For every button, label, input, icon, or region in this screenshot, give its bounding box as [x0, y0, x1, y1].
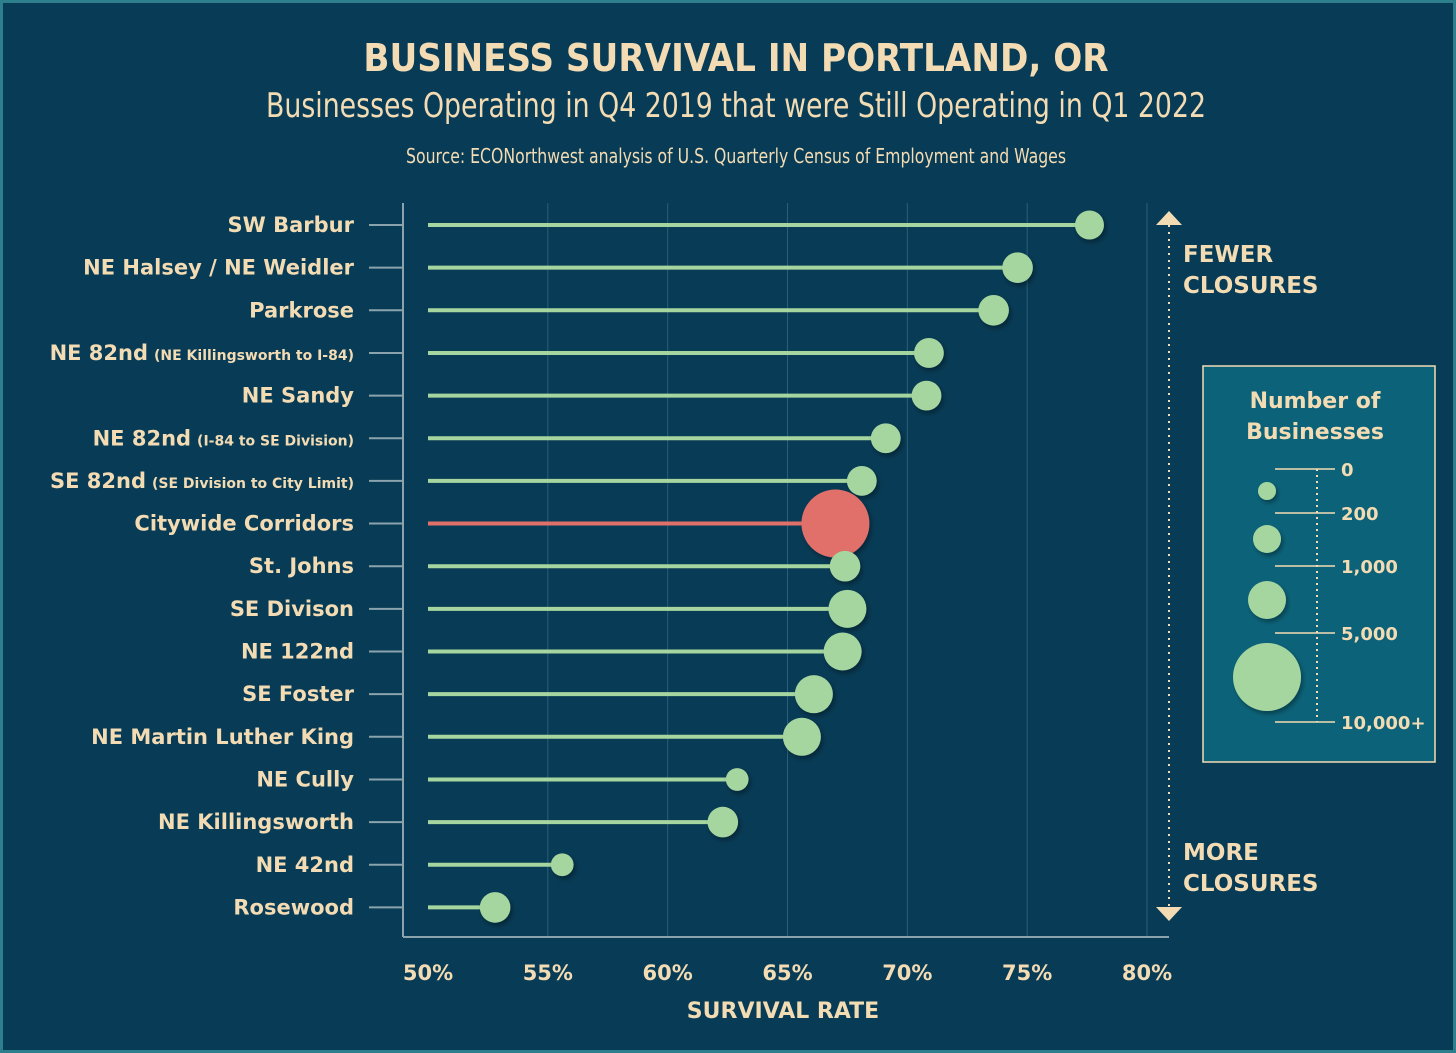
legend-tick-label: 1,000 — [1341, 557, 1398, 578]
arrow-down-icon — [1156, 907, 1182, 921]
row-label: NE Cully — [256, 767, 354, 791]
lollipop-dot — [846, 466, 877, 496]
row-label: NE Martin Luther King — [91, 725, 354, 749]
lollipop-dot — [479, 892, 511, 923]
x-tick-label: 50% — [403, 961, 453, 985]
arrow-up-icon — [1156, 211, 1182, 225]
row: NE Sandy — [242, 380, 942, 411]
legend-tick-label: 5,000 — [1341, 624, 1398, 645]
row-label: SW Barbur — [228, 213, 355, 237]
row: SW Barbur — [228, 210, 1104, 240]
more-closures-line2: CLOSURES — [1183, 871, 1319, 897]
legend-title-line1: Number of — [1250, 389, 1381, 414]
row-label: NE Halsey / NE Weidler — [83, 256, 354, 280]
lollipop-dot — [823, 632, 862, 671]
row-label: SE Divison — [230, 597, 354, 621]
fewer-closures-line1: FEWER — [1183, 242, 1274, 268]
lollipop-chart: BUSINESS SURVIVAL IN PORTLAND, OR Busine… — [50, 36, 1436, 1024]
row-label: SE Foster — [242, 682, 354, 706]
lollipop-dot — [911, 380, 942, 411]
row-label: SE 82nd (SE Division to City Limit) — [50, 469, 354, 493]
legend-size-circle — [1253, 525, 1281, 553]
x-tick-label: 70% — [882, 961, 932, 985]
row-label: NE 122nd — [241, 640, 354, 664]
row-label: NE Killingsworth — [158, 810, 354, 834]
lollipop-dot — [914, 338, 944, 368]
row: NE 82nd (NE Killingsworth to I-84) — [50, 338, 944, 368]
x-tick-label: 55% — [523, 961, 573, 985]
lollipop-dot — [725, 768, 749, 791]
lollipop-dot — [707, 806, 739, 838]
row: Rosewood — [233, 892, 511, 923]
lollipop-dot — [829, 550, 861, 582]
row: NE 82nd (I-84 to SE Division) — [93, 423, 901, 454]
lollipop-dot — [828, 589, 867, 628]
lollipop-dot — [550, 853, 574, 877]
row: SE Divison — [230, 589, 867, 628]
row: Parkrose — [249, 295, 1009, 326]
row-label: NE 82nd (I-84 to SE Division) — [93, 426, 354, 450]
legend-tick-label: 10,000+ — [1341, 713, 1426, 734]
row-label: Parkrose — [249, 298, 354, 322]
lollipop-dot — [1074, 210, 1104, 240]
lollipop-dot — [870, 423, 901, 454]
row: SE Foster — [242, 675, 833, 714]
chart-subtitle: Businesses Operating in Q4 2019 that wer… — [266, 86, 1206, 126]
row: NE Martin Luther King — [91, 717, 821, 756]
legend-size-circle — [1258, 482, 1276, 500]
x-tick-label: 80% — [1122, 961, 1172, 985]
row-label: NE 82nd (NE Killingsworth to I-84) — [50, 341, 354, 365]
x-axis-ticks: 50% 55% 60% 65% 70% 75% 80% — [403, 961, 1172, 985]
x-axis-label: SURVIVAL RATE — [687, 999, 879, 1024]
x-tick-label: 75% — [1002, 961, 1052, 985]
closure-arrow — [1156, 211, 1182, 921]
row: NE Killingsworth — [158, 806, 739, 838]
fewer-closures-line2: CLOSURES — [1183, 273, 1319, 299]
legend-tick-label: 200 — [1341, 504, 1379, 525]
row: St. Johns — [249, 550, 861, 582]
row-label: Citywide Corridors — [134, 512, 354, 536]
row: NE 122nd — [241, 632, 862, 671]
row: SE 82nd (SE Division to City Limit) — [50, 466, 877, 496]
row: NE Cully — [256, 767, 749, 791]
x-tick-label: 60% — [643, 961, 693, 985]
chart-source: Source: ECONorthwest analysis of U.S. Qu… — [406, 144, 1066, 168]
lollipop-dot — [794, 675, 833, 714]
chart-title: BUSINESS SURVIVAL IN PORTLAND, OR — [363, 36, 1108, 80]
row-label-note: (I-84 to SE Division) — [197, 433, 354, 449]
legend-items: 0 200 1,000 5,000 10,000+ — [1233, 460, 1426, 734]
row: Citywide Corridors — [134, 489, 870, 558]
legend-size-circle — [1233, 643, 1301, 711]
lollipop-dot — [782, 717, 821, 756]
lollipop-dot — [978, 295, 1009, 326]
row-label: NE 42nd — [256, 853, 354, 877]
row-label-note: (SE Division to City Limit) — [152, 476, 354, 492]
row: NE Halsey / NE Weidler — [83, 252, 1033, 283]
row-label: Rosewood — [233, 895, 354, 919]
more-closures-line1: MORE — [1183, 840, 1259, 866]
gridlines — [547, 203, 1148, 937]
highlight-dot — [801, 489, 870, 558]
legend-tick-label: 0 — [1341, 460, 1354, 481]
row-label: NE Sandy — [242, 384, 355, 408]
legend-title-line2: Businesses — [1246, 420, 1384, 445]
size-legend: Number of Businesses 0 200 1,000 5,000 10,00… — [1202, 365, 1436, 763]
row: NE 42nd — [256, 853, 574, 877]
row-label: St. Johns — [249, 554, 354, 578]
lollipop-dot — [1002, 252, 1033, 283]
row-label-note: (NE Killingsworth to I-84) — [154, 348, 354, 364]
data-rows: SW Barbur NE Halsey / NE Weidler Parkrose N… — [50, 210, 1104, 923]
x-tick-label: 65% — [762, 961, 812, 985]
legend-size-circle — [1248, 581, 1286, 619]
